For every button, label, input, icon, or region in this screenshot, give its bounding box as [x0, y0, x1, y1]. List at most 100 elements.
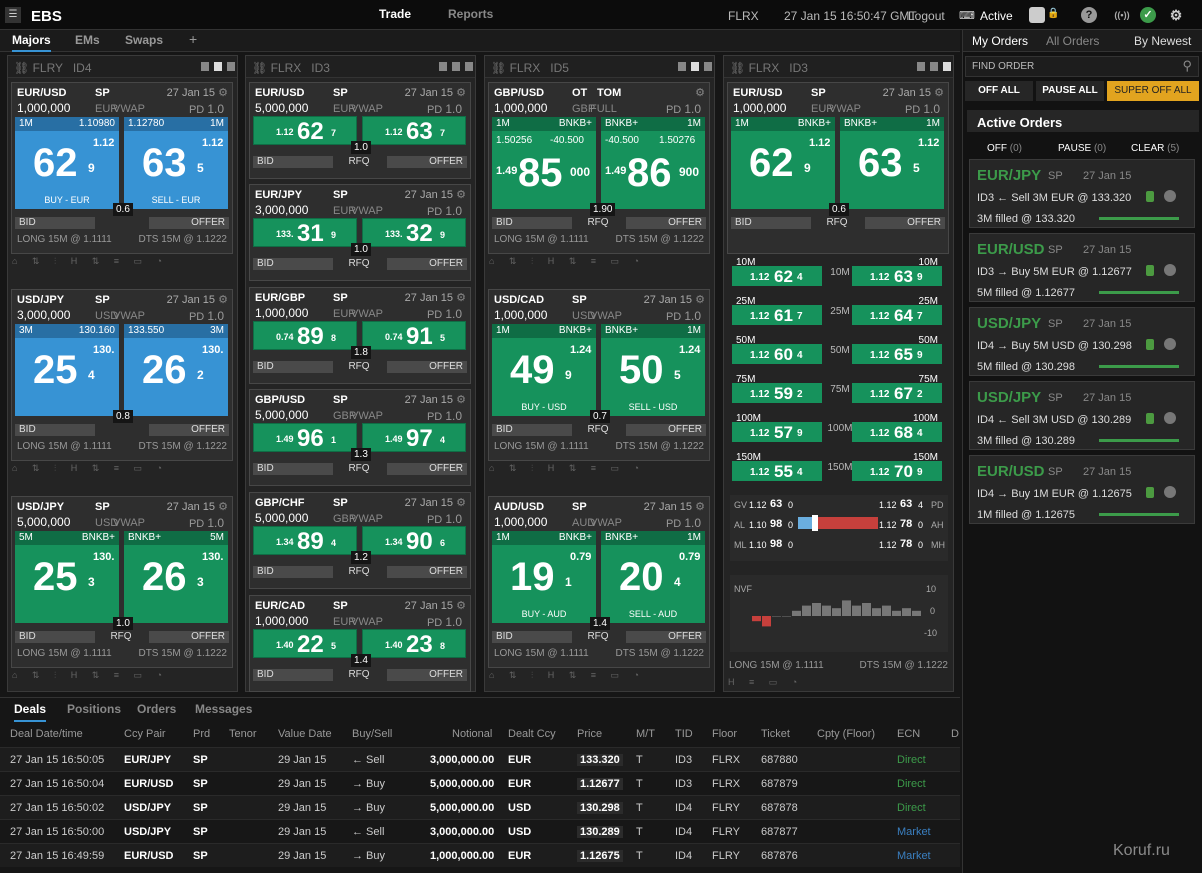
smiley-icon[interactable] [1164, 190, 1176, 202]
view-icon[interactable] [678, 62, 686, 71]
offer-button[interactable]: OFFER [149, 424, 229, 436]
smiley-icon[interactable] [1164, 486, 1176, 498]
bid-price-button[interactable]: 1M BNKB+ 1.12 62 9 [731, 117, 835, 209]
column-header[interactable]: D [951, 728, 959, 740]
offer-price-button[interactable]: 1.40 23 8 [362, 629, 466, 658]
bid-price-button[interactable]: 1M BNKB+ 0.79 19 1 BUY - AUD [492, 531, 596, 623]
lock-icon[interactable]: 🔒 [1047, 8, 1060, 19]
bid-button[interactable]: BID [492, 424, 572, 436]
offer-button[interactable]: OFFER [387, 361, 467, 373]
toggle-icon[interactable] [1029, 7, 1045, 23]
gear-icon[interactable]: ⚙ [218, 294, 228, 306]
offer-price-button[interactable]: 0.74 91 5 [362, 321, 466, 350]
view-icon[interactable] [201, 62, 209, 71]
offer-button[interactable]: OFFER [387, 463, 467, 475]
bid-button[interactable]: BID [492, 631, 572, 643]
offer-price-button[interactable]: 1M BNKB+ 0.79 20 4 SELL - AUD [601, 531, 705, 623]
offer-button[interactable]: OFFER [387, 566, 467, 578]
offer-price-button[interactable]: 1.12780 1M 1.12 63 5 SELL - EUR [124, 117, 228, 209]
amount[interactable]: 5,000,000 [17, 515, 71, 529]
tile-toolbar-icons[interactable]: ⌂ ⇅ ⫶ H ⇅ ≡ ▭ ◔ [489, 670, 645, 680]
view-icon[interactable] [439, 62, 447, 71]
cup-icon[interactable] [1146, 265, 1154, 276]
bid-button[interactable]: BID [253, 669, 333, 681]
sort-newest[interactable]: By Newest [1134, 34, 1192, 48]
bid-button[interactable]: BID [253, 361, 333, 373]
column-header[interactable]: TID [675, 728, 693, 740]
rfq-button[interactable]: RFQ [587, 631, 609, 642]
table-row[interactable]: 27 Jan 15 16:50:00 USD/JPY SP 29 Jan 15 ← Se… [0, 819, 960, 843]
offer-price-button[interactable]: 1M BNKB+ 1.24 50 5 SELL - USD [601, 324, 705, 416]
bid-button[interactable]: BID [15, 424, 95, 436]
offer-button[interactable]: OFFER [387, 156, 467, 168]
view-icon[interactable] [227, 62, 235, 71]
view-icon[interactable] [917, 62, 925, 71]
offer-price-button[interactable]: 1M BNKB+ -40.500 1.50276 1.49 86 900 [601, 117, 705, 209]
clear-button[interactable]: CLEAR (5) [1131, 143, 1179, 154]
tile-toolbar-icons[interactable]: ⌂ ⇅ ⫶ H ⇅ ≡ ▭ ◔ [489, 463, 645, 473]
column-header[interactable]: Deal Date/time [10, 728, 83, 740]
menu-icon[interactable]: ☰ [5, 7, 21, 23]
gear-icon[interactable]: ⚙ [456, 394, 466, 406]
tab-orders[interactable]: Orders [137, 702, 177, 716]
view-icon[interactable] [704, 62, 712, 71]
order-card[interactable]: EUR/USD SP 27 Jan 15 ID3 → Buy 5M EUR @ 1.1… [969, 233, 1195, 302]
cup-icon[interactable] [1146, 339, 1154, 350]
table-row[interactable]: 27 Jan 15 16:50:04 EUR/USD SP 29 Jan 15 → Bu… [0, 771, 960, 795]
column-header[interactable]: Value Date [278, 728, 332, 740]
gear-icon[interactable]: ⚙ [218, 501, 228, 513]
amount[interactable]: 5,000,000 [255, 408, 309, 422]
ladder-offer[interactable]: 150M 1.12 70 9 [852, 452, 942, 481]
column-header[interactable]: M/T [636, 728, 655, 740]
ladder-bid[interactable]: 10M 1.12 62 4 [732, 257, 822, 286]
offer-price-button[interactable]: 133. 32 9 [362, 218, 466, 247]
rfq-button[interactable]: RFQ [348, 361, 370, 372]
bid-button[interactable]: BID [492, 217, 572, 229]
offer-button[interactable]: OFFER [149, 631, 229, 643]
tab-deals[interactable]: Deals [14, 702, 47, 722]
offer-price-button[interactable]: 1.49 97 4 [362, 423, 466, 452]
ladder-offer[interactable]: 50M 1.12 65 9 [852, 335, 942, 364]
super-off-all-button[interactable]: SUPER OFF ALL [1107, 81, 1199, 101]
gear-icon[interactable]: ⚙ [456, 600, 466, 612]
view-icon[interactable] [930, 62, 938, 71]
bid-price-button[interactable]: 1.40 22 5 [253, 629, 357, 658]
panel-toolbar-icons[interactable]: H ≡ ▭ ◔ [728, 677, 804, 687]
off-all-button[interactable]: OFF ALL [965, 81, 1033, 101]
smiley-icon[interactable] [1164, 412, 1176, 424]
find-order-field[interactable]: FIND ORDER ⚲ [965, 56, 1199, 77]
bid-price-button[interactable]: 133. 31 9 [253, 218, 357, 247]
ladder-offer[interactable]: 25M 1.12 64 7 [852, 296, 942, 325]
tab-messages[interactable]: Messages [195, 702, 253, 716]
gear-icon[interactable]: ⚙ [456, 292, 466, 304]
rfq-button[interactable]: RFQ [348, 669, 370, 680]
ladder-offer[interactable]: 10M 1.12 63 9 [852, 257, 942, 286]
tab-positions[interactable]: Positions [67, 702, 122, 716]
order-card[interactable]: EUR/USD SP 27 Jan 15 ID4 → Buy 1M EUR @ 1.1… [969, 455, 1195, 524]
column-header[interactable]: Tenor [229, 728, 257, 740]
off-button[interactable]: OFF (0) [987, 143, 1022, 154]
column-header[interactable]: Cpty (Floor) [817, 728, 876, 740]
bid-button[interactable]: BID [253, 566, 333, 578]
table-row[interactable]: 27 Jan 15 16:50:02 USD/JPY SP 29 Jan 15 → Bu… [0, 795, 960, 819]
rfq-button[interactable]: RFQ [826, 217, 848, 228]
tab-swaps[interactable]: Swaps [125, 33, 164, 47]
column-header[interactable]: Ccy Pair [124, 728, 166, 740]
gear-icon[interactable]: ⚙ [695, 501, 705, 513]
offer-button[interactable]: OFFER [387, 258, 467, 270]
offer-price-button[interactable]: 133.550 3M 130. 26 2 [124, 324, 228, 416]
amount[interactable]: 5,000,000 [255, 101, 309, 115]
rfq-button[interactable]: RFQ [348, 463, 370, 474]
offer-button[interactable]: OFFER [626, 631, 706, 643]
tab-majors[interactable]: Majors [12, 33, 51, 52]
link-icon[interactable]: ⛓ [730, 61, 746, 75]
column-header[interactable]: Prd [193, 728, 211, 740]
amount[interactable]: 3,000,000 [255, 203, 309, 217]
rfq-button[interactable]: RFQ [587, 217, 609, 228]
pause-all-button[interactable]: PAUSE ALL [1036, 81, 1104, 101]
offer-price-button[interactable]: 1.34 90 6 [362, 526, 466, 555]
tab-my-orders[interactable]: My Orders [972, 34, 1029, 48]
tile-toolbar-icons[interactable]: ⌂ ⇅ ⫶ H ⇅ ≡ ▭ ◔ [489, 256, 645, 266]
amount[interactable]: 1,000,000 [17, 101, 71, 115]
gear-icon[interactable]: ⚙ [456, 189, 466, 201]
